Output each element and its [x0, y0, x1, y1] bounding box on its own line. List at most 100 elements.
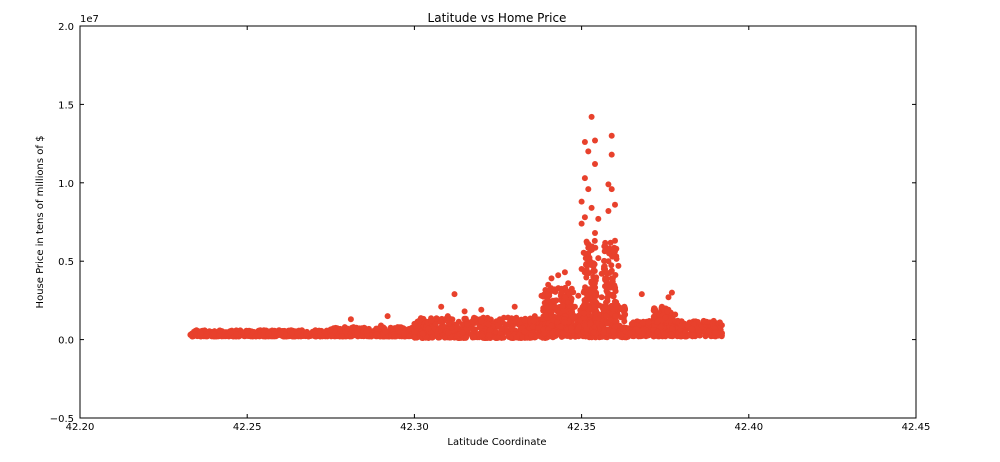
data-point-spike [603, 312, 610, 319]
data-point-band [289, 330, 296, 337]
y-tick-label: 2.0 [58, 22, 74, 33]
data-point-band [387, 324, 394, 331]
data-point-band [406, 333, 413, 340]
data-point-spike [612, 313, 619, 320]
data-point-spike [654, 318, 661, 325]
data-point [511, 303, 518, 310]
data-point-band [459, 321, 466, 328]
x-tick-label: 42.45 [902, 422, 931, 433]
data-point [705, 328, 712, 335]
data-point-band [508, 325, 515, 332]
data-point-band [627, 330, 633, 337]
data-point-spike [544, 291, 550, 298]
data-point-spike [583, 266, 590, 273]
data-point-band [425, 325, 432, 332]
data-point [565, 280, 572, 287]
data-point-spike [668, 331, 675, 338]
data-point-spike [549, 330, 556, 337]
data-point-band [639, 319, 646, 326]
y-axis-ticks: −0.5 0.0 0.5 1.0 1.5 2.0 [50, 22, 916, 425]
data-point-spike [613, 303, 620, 310]
data-point [210, 331, 217, 338]
data-point-band [433, 315, 440, 322]
data-point [478, 306, 485, 313]
data-point [378, 322, 384, 329]
data-point-band [432, 320, 439, 327]
data-point [571, 303, 578, 310]
data-point-band [396, 328, 403, 335]
data-point [658, 303, 665, 310]
data-point-spike [568, 324, 575, 331]
data-point [555, 272, 562, 279]
data-point [605, 258, 612, 265]
y-tick-label: 0.0 [58, 336, 74, 347]
data-point-band [486, 332, 493, 339]
data-point-band [617, 314, 624, 321]
data-point [668, 289, 675, 296]
data-point [618, 305, 625, 312]
data-point [294, 330, 301, 337]
data-point-spike [593, 310, 600, 317]
data-point-band [487, 327, 494, 334]
data-point-band [411, 334, 418, 341]
data-point-band [519, 334, 526, 341]
data-point-band [382, 328, 389, 335]
data-point [551, 286, 558, 293]
data-point [581, 139, 588, 145]
data-point [712, 329, 719, 336]
data-point-band [338, 333, 345, 340]
data-point-spike [587, 258, 594, 265]
data-point [438, 303, 445, 310]
data-point [581, 175, 588, 182]
data-point-spike [557, 323, 564, 330]
data-point [689, 325, 695, 332]
data-point [244, 328, 251, 335]
data-point-band [716, 319, 723, 326]
data-point-band [440, 323, 447, 330]
data-point-spike [583, 274, 590, 281]
data-point-spike [593, 292, 600, 299]
data-point [595, 215, 602, 222]
data-point-spike [556, 310, 563, 317]
data-point [548, 275, 555, 282]
data-point-band [252, 333, 259, 340]
data-point [471, 316, 478, 323]
data-point-spike [669, 325, 676, 332]
data-point-band [577, 317, 584, 324]
data-point-spike [664, 308, 671, 315]
data-point [608, 186, 615, 193]
data-point-band [495, 334, 502, 341]
plot-area [79, 25, 917, 419]
data-point [327, 326, 334, 333]
data-point [361, 324, 368, 331]
data-point [612, 201, 618, 208]
data-point-spike [568, 285, 575, 292]
data-point [521, 317, 528, 324]
y-tick-label: 1.5 [58, 100, 74, 111]
data-point-band [233, 331, 240, 338]
chart-title: Latitude vs Home Price [428, 11, 567, 25]
data-point-spike [601, 258, 608, 264]
data-point [495, 322, 501, 329]
data-point-band [216, 332, 222, 339]
data-point-band [696, 332, 703, 339]
data-point [595, 255, 602, 262]
data-point-spike [581, 310, 587, 317]
data-point [277, 330, 284, 336]
data-point [645, 319, 652, 326]
data-point [461, 308, 468, 315]
data-point [588, 113, 595, 120]
data-point-spike [592, 298, 599, 305]
y-tick-label: −0.5 [50, 414, 74, 425]
data-point [598, 270, 605, 277]
data-point-band [303, 330, 310, 337]
data-point-spike [604, 294, 611, 301]
data-point [485, 320, 491, 327]
data-point [592, 161, 598, 167]
data-point-band [478, 318, 485, 325]
data-point-band [684, 322, 691, 329]
data-point-spike [584, 292, 591, 299]
data-point-spike [661, 331, 668, 338]
data-point [672, 311, 679, 318]
